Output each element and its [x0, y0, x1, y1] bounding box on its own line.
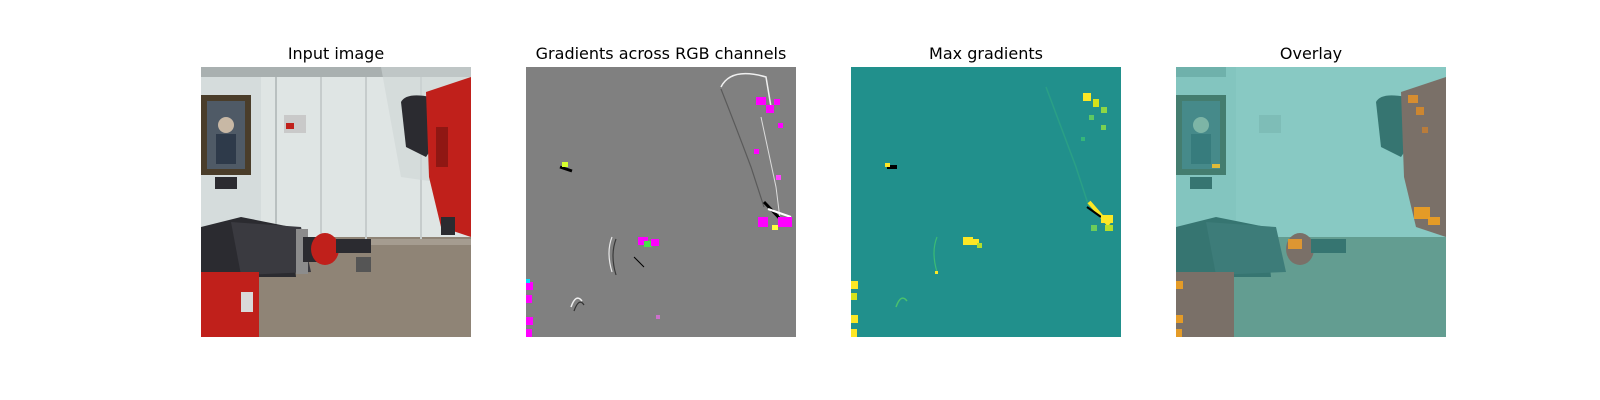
panel-title: Gradients across RGB channels	[535, 44, 787, 63]
panel-title: Max gradients	[929, 44, 1043, 63]
overlay-photo	[1176, 67, 1446, 337]
rgb-gradient-image	[526, 67, 796, 337]
panel-title: Overlay	[1279, 44, 1343, 63]
max-gradient-image	[851, 67, 1121, 337]
max-gradient-map	[851, 67, 1121, 337]
input-image	[201, 67, 471, 337]
panel-title: Input image	[287, 44, 385, 63]
input-photo	[201, 67, 471, 337]
rgb-gradient-map	[526, 67, 796, 337]
overlay-image	[1176, 67, 1446, 337]
